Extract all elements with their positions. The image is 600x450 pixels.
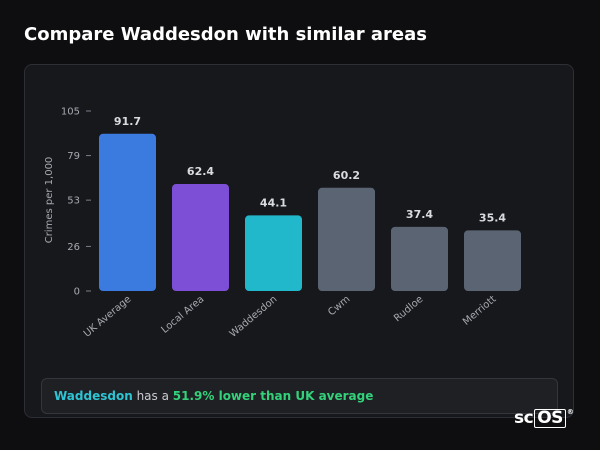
x-tick-label: Rudloe bbox=[392, 294, 425, 324]
bar-value-label: 62.4 bbox=[187, 165, 214, 178]
summary-connector-text: has a bbox=[132, 389, 173, 403]
y-tick-label: 105 bbox=[61, 107, 80, 118]
y-tick-label: 79 bbox=[67, 151, 80, 162]
comparison-summary: Waddesdon has a 51.9% lower than UK aver… bbox=[41, 378, 558, 414]
x-tick-label: Cwm bbox=[326, 294, 352, 318]
bars-group: 91.7 62.4 44.1 60.2 37.4 35.4 bbox=[99, 115, 521, 291]
scos-logo: sc OS ® bbox=[514, 408, 574, 428]
x-tick-label: Waddesdon bbox=[228, 294, 280, 340]
x-tick-label: UK Average bbox=[82, 294, 134, 340]
bar-local-area bbox=[172, 184, 229, 291]
y-tick-label: 0 bbox=[74, 287, 80, 298]
bar-cwm bbox=[318, 187, 375, 291]
x-tick-label: Merriott bbox=[461, 294, 498, 328]
bar-value-label: 37.4 bbox=[406, 208, 433, 221]
summary-stat: 51.9% lower than UK average bbox=[172, 389, 374, 403]
y-tick-label: 53 bbox=[67, 196, 80, 207]
bar-rudloe bbox=[391, 226, 448, 291]
bar-value-label: 60.2 bbox=[333, 169, 360, 182]
x-tick-label: Local Area bbox=[159, 294, 206, 336]
bar-uk-average bbox=[99, 133, 156, 291]
y-axis-label: Crimes per 1,000 bbox=[44, 157, 55, 244]
summary-area-name: Waddesdon bbox=[54, 389, 133, 403]
y-axis-ticks: 0 26 53 79 105 bbox=[61, 107, 91, 298]
x-axis-ticks: UK Average Local Area Waddesdon Cwm Rudloe Me… bbox=[82, 294, 499, 340]
bar-waddesdon bbox=[245, 215, 302, 291]
bar-value-label: 91.7 bbox=[114, 115, 141, 128]
y-tick-label: 26 bbox=[67, 242, 80, 253]
page-title: Compare Waddesdon with similar areas bbox=[24, 24, 427, 45]
bar-value-label: 35.4 bbox=[479, 211, 506, 224]
bar-value-label: 44.1 bbox=[260, 196, 287, 209]
bar-merriott bbox=[464, 230, 521, 291]
